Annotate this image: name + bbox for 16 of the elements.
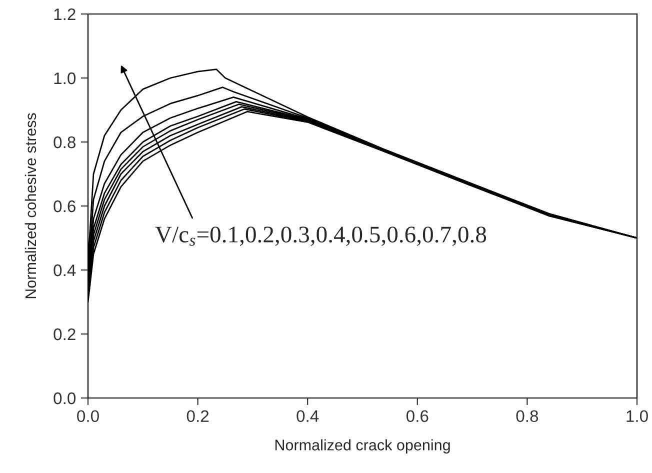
x-tick-label: 0.0	[77, 410, 99, 422]
y-tick-label: 0.4	[54, 264, 76, 276]
y-axis-title: Normalized cohesive stress	[24, 113, 36, 298]
y-tick-label: 0.2	[54, 328, 76, 340]
x-axis-title: Normalized crack opening	[275, 439, 450, 454]
x-tick-label: 0.2	[186, 410, 209, 422]
x-tick-label: 0.6	[406, 410, 428, 422]
x-tick-label: 1.0	[626, 410, 648, 422]
x-tick-label: 0.4	[296, 410, 319, 422]
y-tick-label: 1.2	[54, 8, 76, 20]
x-tick-label: 0.8	[516, 410, 538, 422]
y-tick-label: 1.0	[54, 72, 76, 84]
y-tick-label: 0.6	[54, 200, 76, 212]
annotation: V/c$_{s}$=0.1,0.2,0.3,0.4,0.5,0.6,0.7,0.8	[155, 226, 486, 246]
y-tick-label: 0.0	[54, 392, 76, 404]
y-tick-label: 0.8	[54, 136, 76, 148]
